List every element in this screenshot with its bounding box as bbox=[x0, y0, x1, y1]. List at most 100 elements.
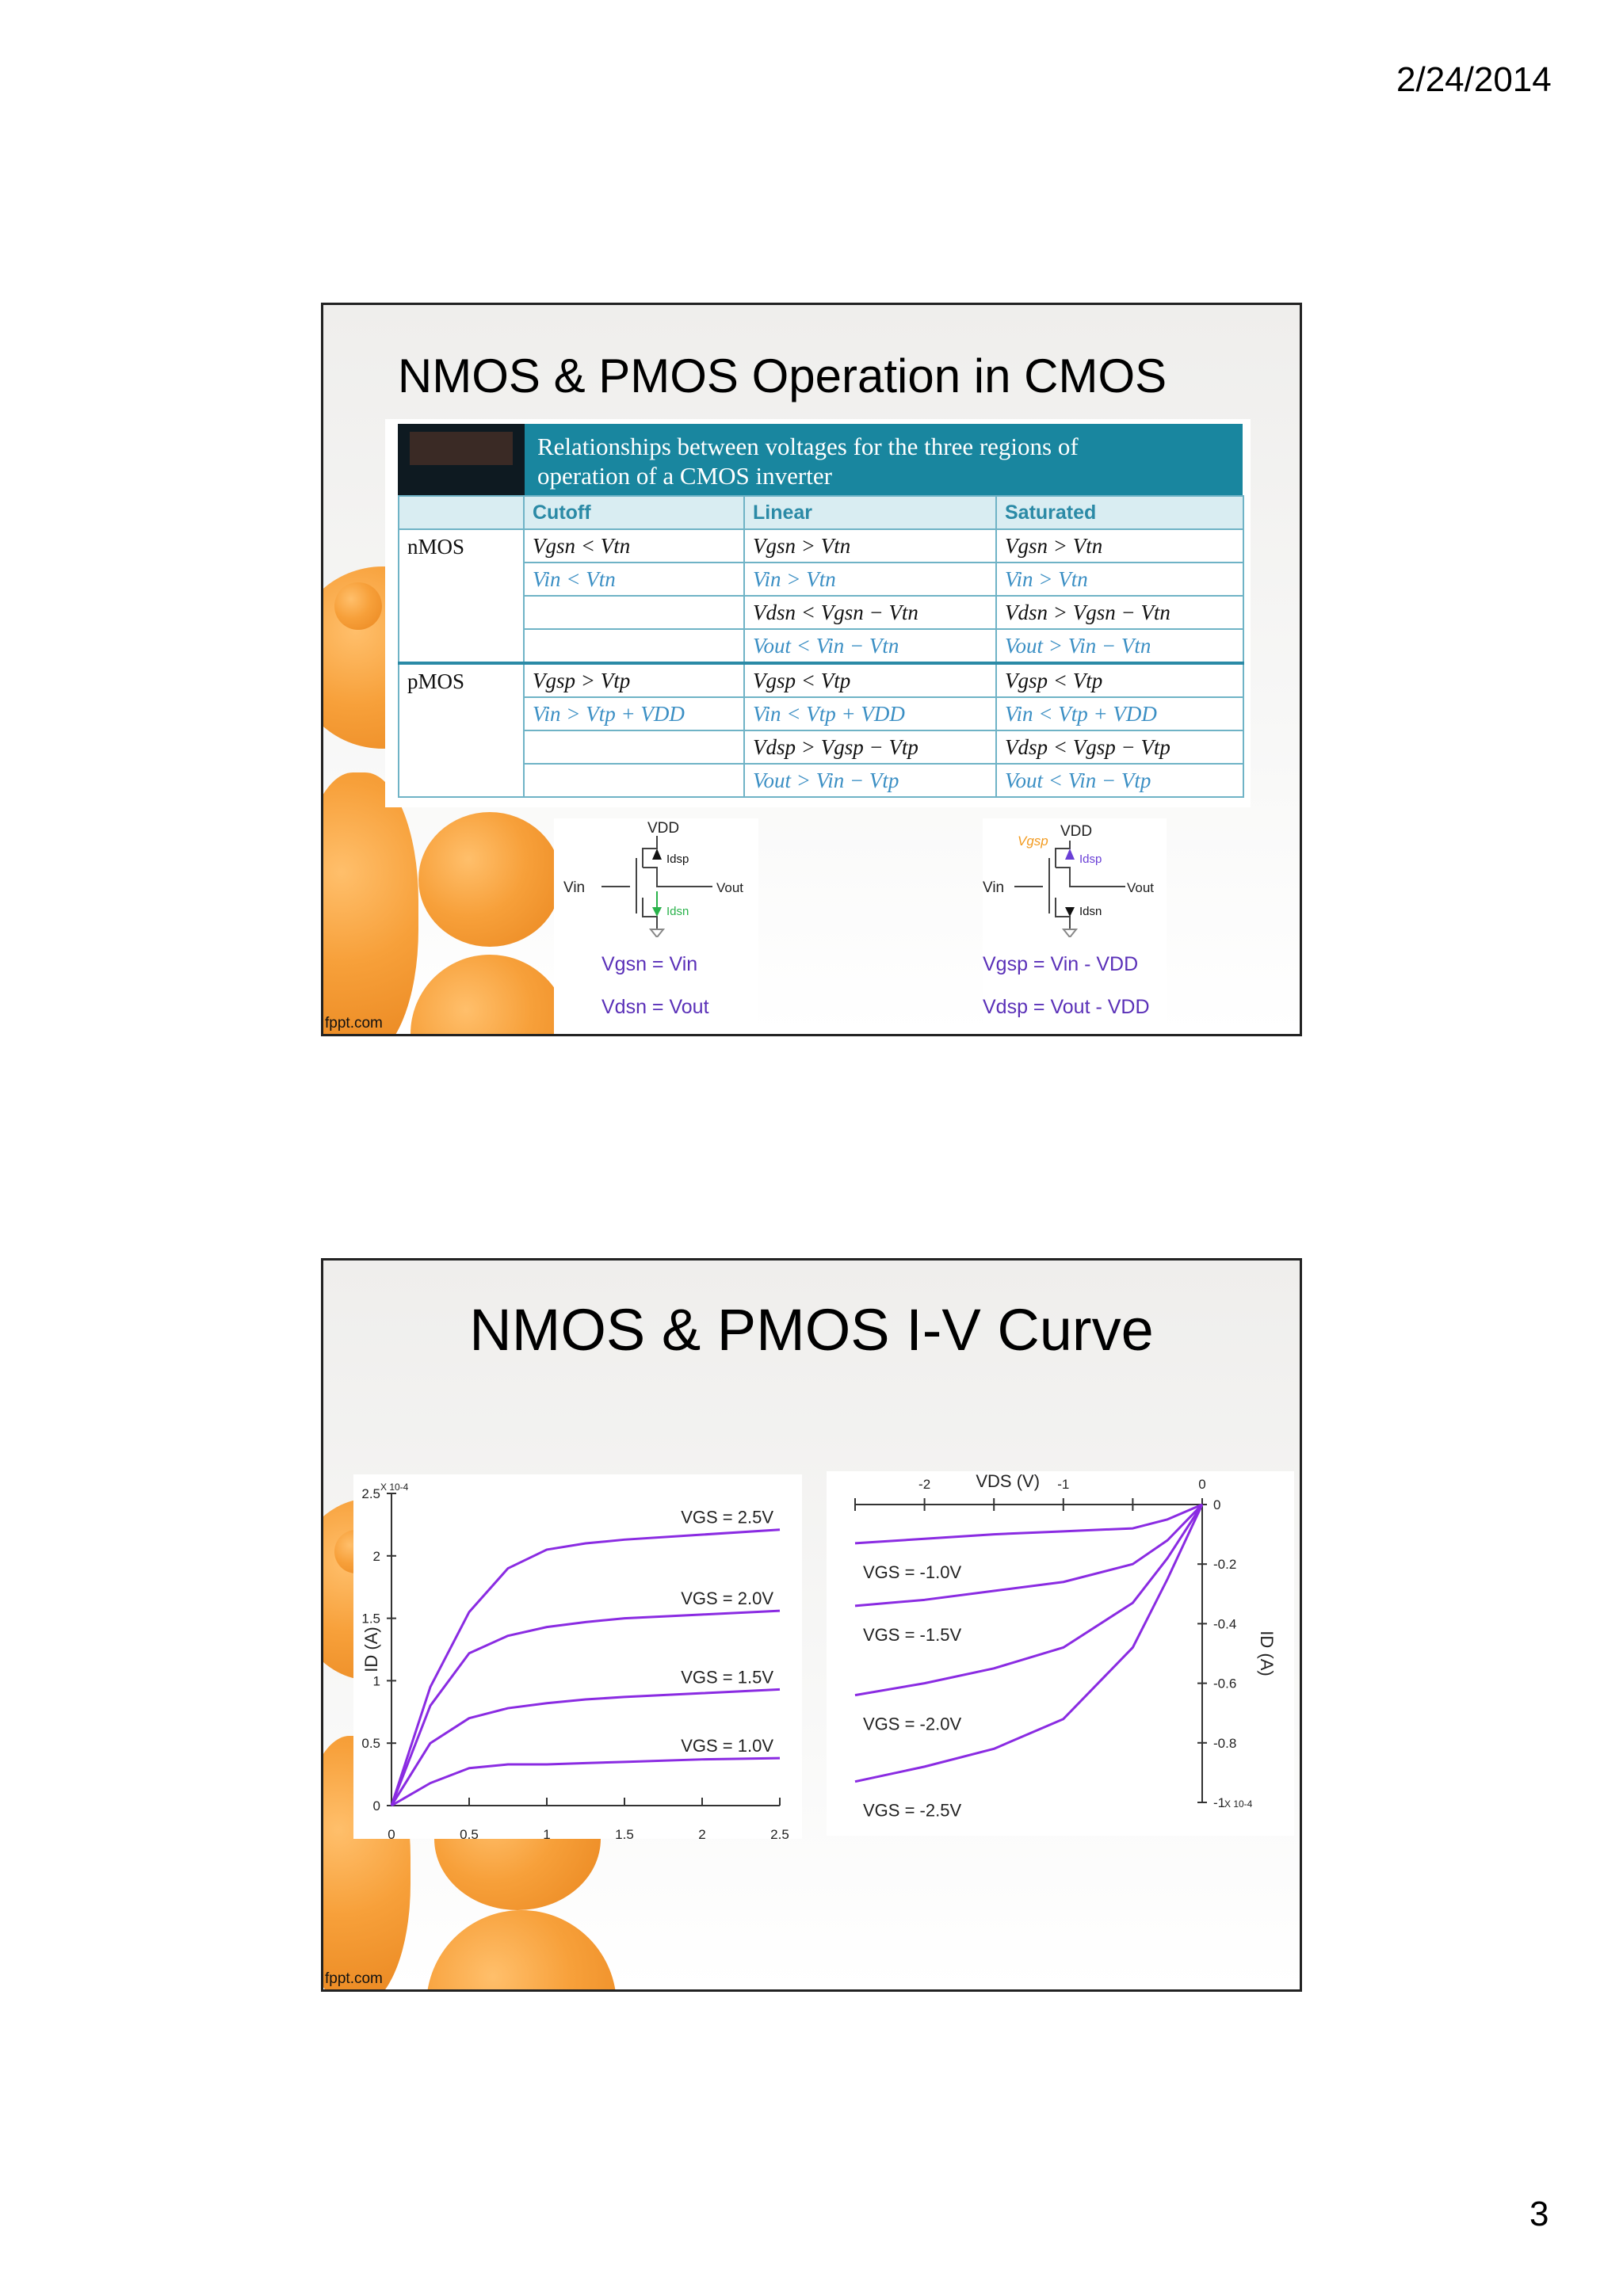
vin-label: Vin bbox=[563, 879, 585, 896]
device-label: pMOS bbox=[398, 662, 525, 798]
table-cell bbox=[523, 595, 745, 630]
table-cell bbox=[523, 730, 745, 765]
x-tick-label: 0 bbox=[1198, 1477, 1205, 1492]
table-row: Vdsp > Vgsp − Vtp Vdsp < Vgsp − Vtp bbox=[399, 730, 1244, 765]
x-tick-label: 1 bbox=[543, 1827, 550, 1839]
series-label: VGS = 1.0V bbox=[681, 1736, 773, 1756]
col-header: Linear bbox=[743, 495, 997, 530]
vgsp-label: Vgsp bbox=[1018, 833, 1048, 849]
slide-iv-curve: NMOS & PMOS I-V Curve 0 0.5 1 1.5 2 2.5 0 0.5 1 1… bbox=[321, 1258, 1302, 1992]
y-tick-label: 1.5 bbox=[361, 1611, 380, 1627]
table-cell: Vgsn > Vtn bbox=[743, 528, 997, 563]
y-tick-label: 1 bbox=[373, 1673, 380, 1688]
table-label-block bbox=[398, 424, 525, 495]
regions-table-panel: Relationships between voltages for the t… bbox=[385, 419, 1251, 807]
idsn-label: Idsn bbox=[666, 905, 689, 918]
y-tick-label: 0.5 bbox=[361, 1736, 380, 1751]
y-tick-label: 2.5 bbox=[361, 1486, 380, 1501]
device-label: nMOS bbox=[398, 528, 525, 664]
series-line bbox=[390, 1528, 781, 1806]
series-label: VGS = -2.5V bbox=[863, 1801, 961, 1821]
y-tick-label: -1 bbox=[1213, 1795, 1225, 1810]
decor-blob bbox=[418, 812, 561, 947]
y-tick-label: 0 bbox=[373, 1798, 380, 1814]
y-multiplier: X 10-4 bbox=[380, 1482, 409, 1493]
table-row: Vin < Vtn Vin > Vtn Vin > Vtn bbox=[399, 562, 1244, 597]
eq-vgsp: Vgsp = Vin - VDD bbox=[983, 953, 1139, 975]
eq-vgsn: Vgsn = Vin bbox=[601, 953, 698, 975]
pmos-circuit-panel: Vgsp VDD Vin Vout Idsp Idsn Vgsp = Vin -… bbox=[983, 818, 1167, 1034]
table-row: Vout < Vin − Vtn Vout > Vin − Vtn bbox=[399, 628, 1244, 664]
y-axis-label: ID (A) bbox=[1257, 1630, 1277, 1676]
y-axis-label: ID (A) bbox=[361, 1627, 381, 1672]
series-label: VGS = 1.5V bbox=[681, 1667, 773, 1687]
vout-label: Vout bbox=[1127, 880, 1154, 895]
table-cell: Vin < Vtp + VDD bbox=[995, 696, 1244, 731]
table-row: Vout > Vin − Vtp Vout < Vin − Vtp bbox=[399, 763, 1244, 798]
idsp-label: Idsp bbox=[666, 852, 689, 866]
table-cell: Vgsn > Vtn bbox=[995, 528, 1244, 563]
table-cell bbox=[523, 763, 745, 798]
decor-blob bbox=[426, 1910, 617, 1989]
handout-date: 2/24/2014 bbox=[1396, 60, 1552, 99]
x-tick-label: 1.5 bbox=[615, 1827, 634, 1839]
slide-cmos-operation: NMOS & PMOS Operation in CMOS Relationsh… bbox=[321, 303, 1302, 1036]
x-tick-label: -1 bbox=[1057, 1477, 1069, 1492]
vdd-label: VDD bbox=[1060, 823, 1092, 840]
series-label: VGS = -1.0V bbox=[863, 1562, 961, 1582]
table-cell: Vout > Vin − Vtn bbox=[995, 628, 1244, 664]
x-tick-label: 0.5 bbox=[460, 1827, 479, 1839]
pmos-inverter-schematic: Vgsp VDD Vin Vout Idsp Idsn bbox=[983, 823, 1154, 937]
table-cell: Vin > Vtn bbox=[743, 562, 997, 597]
y-tick-label: -0.6 bbox=[1213, 1676, 1236, 1691]
table-cell: Vout < Vin − Vtn bbox=[743, 628, 997, 664]
table-cell: Vgsp < Vtp bbox=[995, 662, 1244, 698]
page-number: 3 bbox=[1529, 2195, 1549, 2233]
series-line bbox=[391, 1756, 781, 1807]
x-tick-label: 2.5 bbox=[770, 1827, 789, 1839]
table-cell: Vin < Vtp + VDD bbox=[743, 696, 997, 731]
table-cell bbox=[523, 628, 745, 664]
table-cell: Vdsp > Vgsp − Vtp bbox=[743, 730, 997, 765]
table-header-row: Cutoff Linear Saturated bbox=[398, 495, 1244, 530]
decor-blob bbox=[323, 772, 418, 1034]
col-header bbox=[398, 495, 525, 530]
series-label: VGS = -2.0V bbox=[863, 1714, 961, 1734]
y-multiplier: X 10-4 bbox=[1224, 1798, 1253, 1810]
vin-label: Vin bbox=[983, 879, 1004, 896]
series-label: VGS = -1.5V bbox=[863, 1625, 961, 1645]
table-row: Vdsn < Vgsn − Vtn Vdsn > Vgsn − Vtn bbox=[399, 595, 1244, 630]
caption-line-1: Relationships between voltages for the t… bbox=[537, 433, 1079, 460]
y-tick-label: -0.8 bbox=[1213, 1736, 1236, 1751]
table-cell: Vin > Vtp + VDD bbox=[523, 696, 745, 731]
x-axis-label: VDS (V) bbox=[976, 1471, 1040, 1491]
table-row: Vin > Vtp + VDD Vin < Vtp + VDD Vin < Vtp … bbox=[399, 696, 1244, 731]
table-cell: Vdsn > Vgsn − Vtn bbox=[995, 595, 1244, 630]
series-line bbox=[854, 1504, 1204, 1697]
table-cell: Vout < Vin − Vtp bbox=[995, 763, 1244, 798]
vdd-label: VDD bbox=[647, 820, 679, 837]
nmos-inverter-schematic: VDD Vin Vout Idsp Idsn bbox=[563, 820, 743, 937]
y-tick-label: -0.2 bbox=[1213, 1557, 1236, 1572]
series-label: VGS = 2.5V bbox=[681, 1508, 773, 1527]
table-cell: Vgsn < Vtn bbox=[523, 528, 745, 563]
pmos-iv-chart-panel: -2 -1 0 0 -0.2 -0.4 -0.6 -0.8 -1 X 10-4 VDS (V) ID … bbox=[827, 1471, 1294, 1836]
idsp-label: Idsp bbox=[1079, 852, 1102, 866]
eq-vdsp: Vdsp = Vout - VDD bbox=[983, 996, 1150, 1018]
table-cell: Vin > Vtn bbox=[995, 562, 1244, 597]
col-header: Saturated bbox=[995, 495, 1244, 530]
series-line bbox=[390, 1688, 781, 1806]
decor-blob bbox=[334, 582, 382, 630]
y-tick-label: -0.4 bbox=[1213, 1616, 1236, 1631]
y-tick-label: 2 bbox=[373, 1549, 380, 1564]
regions-table: Cutoff Linear Saturated nMOS Vgsn < Vtn Vg… bbox=[398, 495, 1244, 798]
table-cell: Vdsn < Vgsn − Vtn bbox=[743, 595, 997, 630]
slide-footer: fppt.com bbox=[325, 1015, 383, 1032]
table-header-bar: Relationships between voltages for the t… bbox=[398, 424, 1243, 495]
slide-title: NMOS & PMOS Operation in CMOS bbox=[397, 349, 1167, 402]
series-line bbox=[854, 1503, 1204, 1608]
slide-title: NMOS & PMOS I-V Curve bbox=[469, 1297, 1154, 1363]
x-tick-label: 0 bbox=[388, 1827, 395, 1839]
